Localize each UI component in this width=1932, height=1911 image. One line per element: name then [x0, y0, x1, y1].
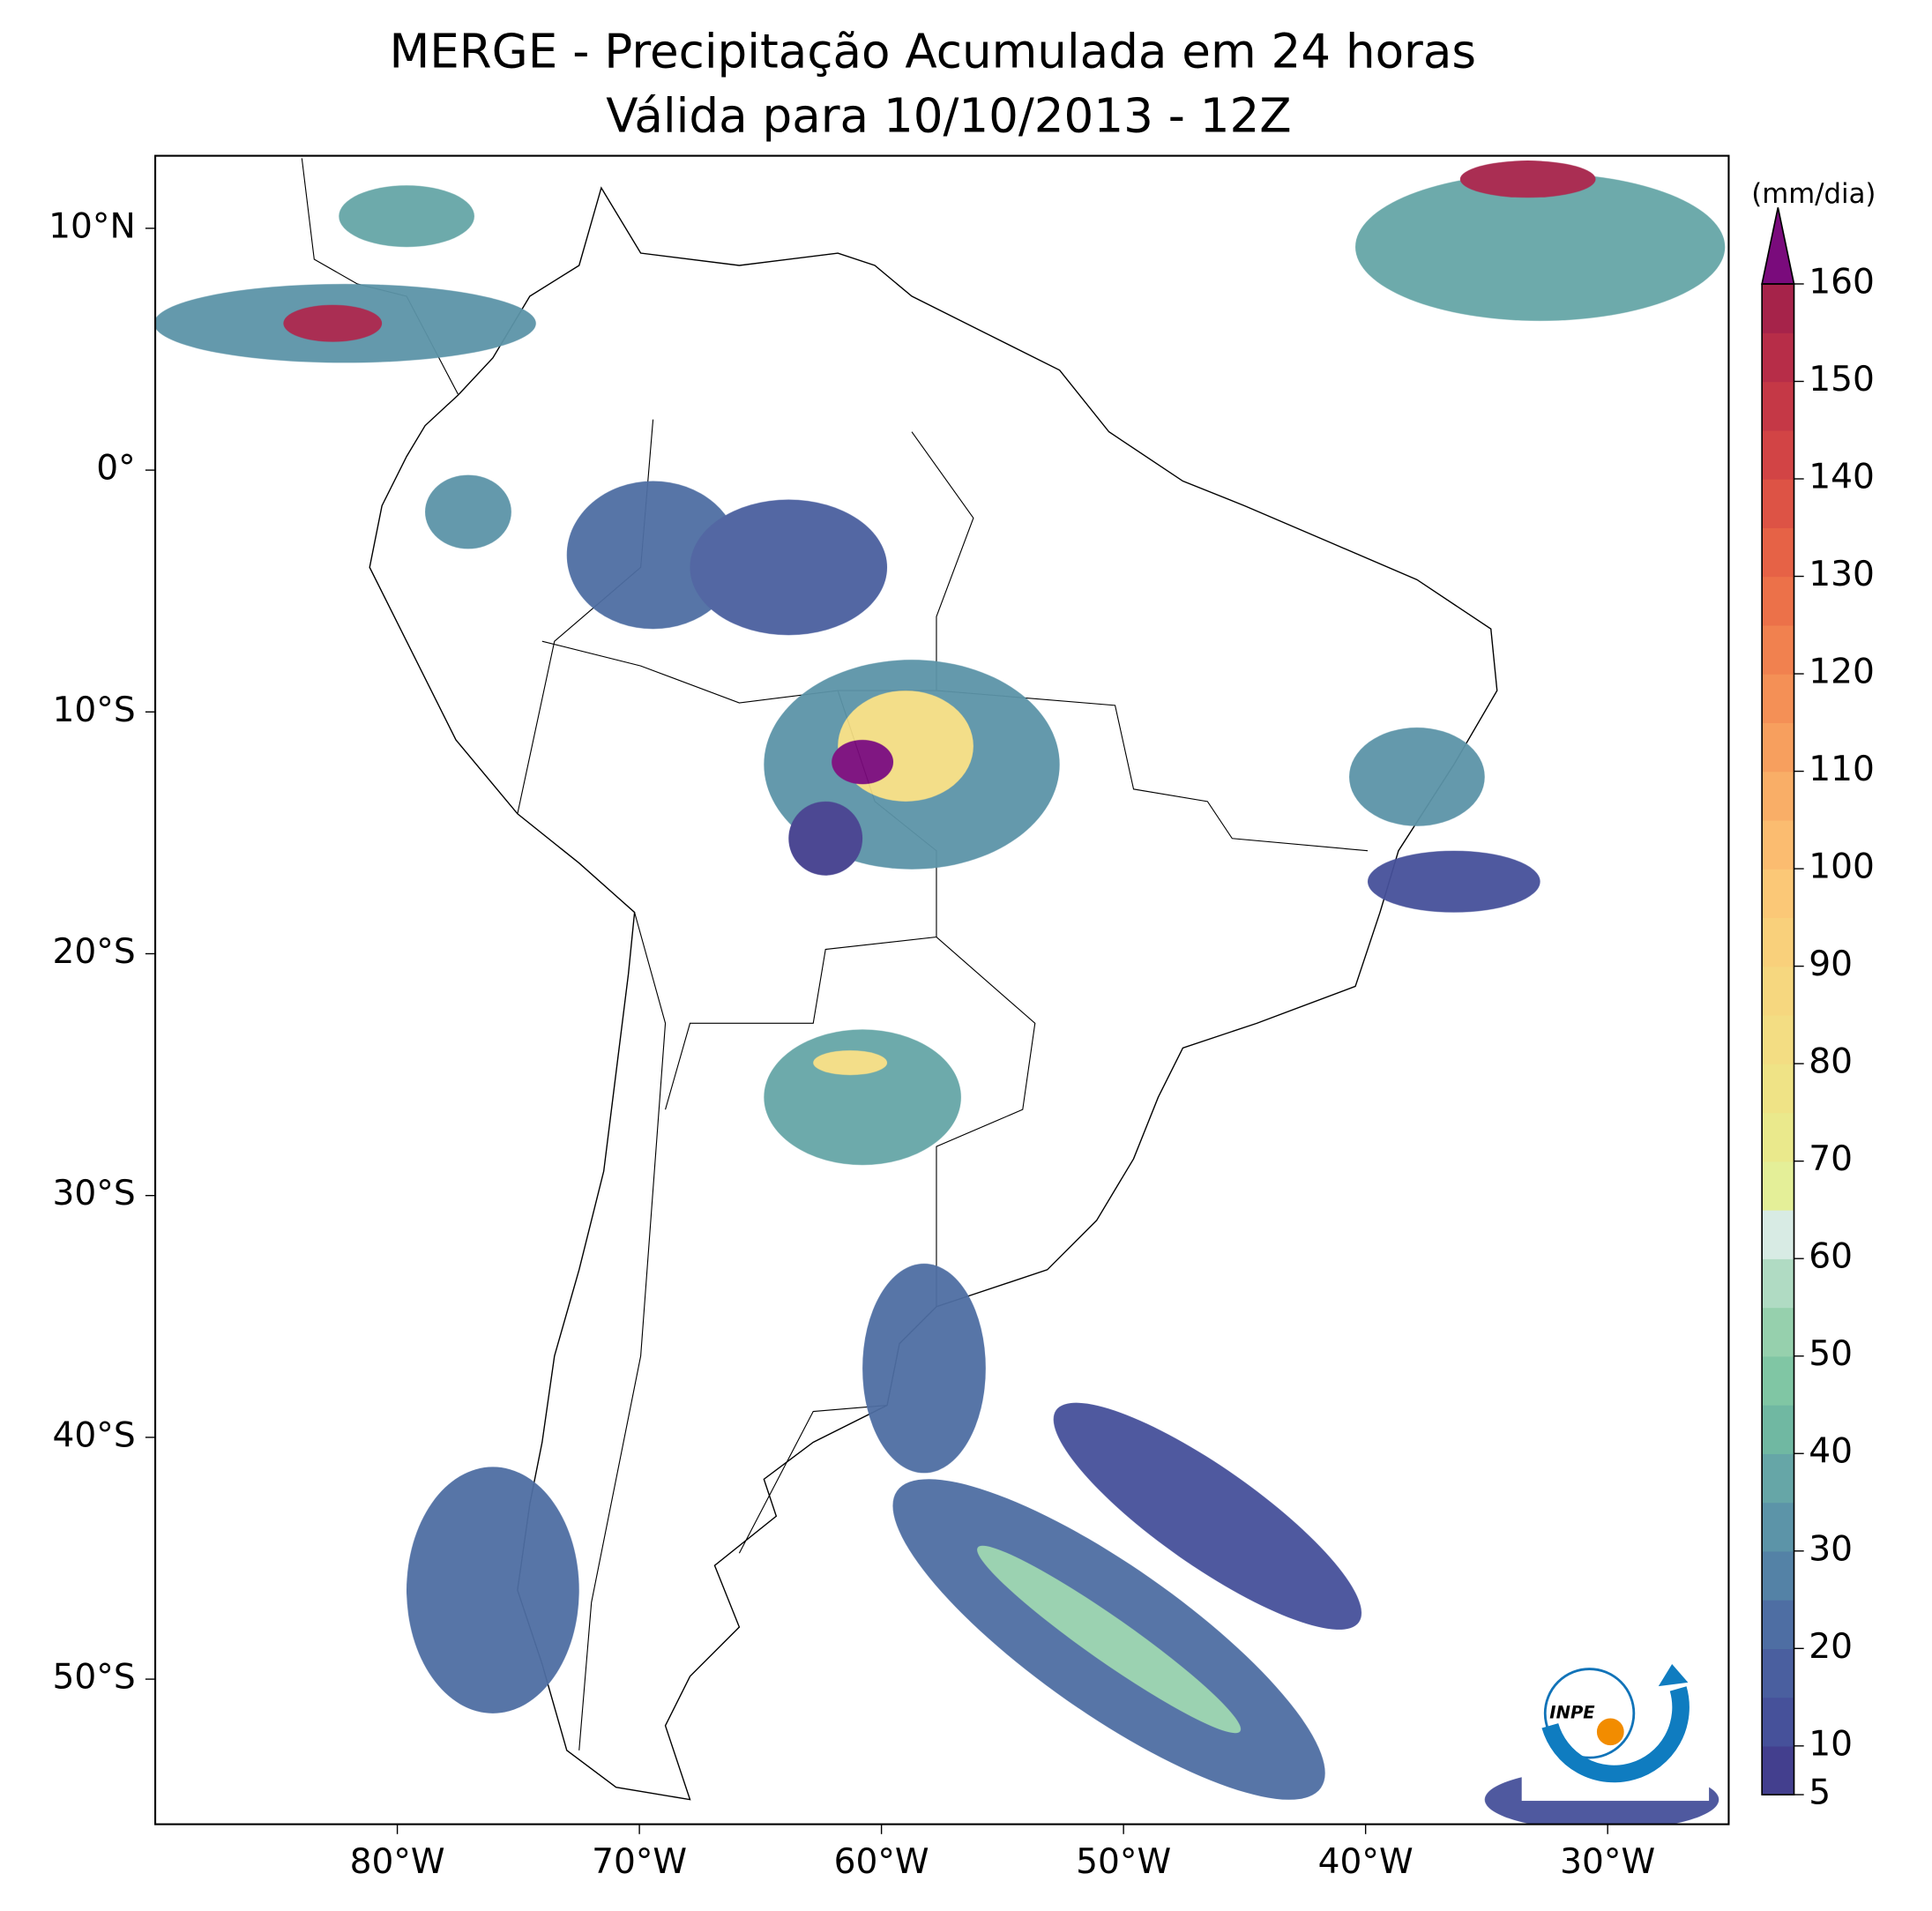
colorbar-segment [1762, 1600, 1794, 1649]
colorbar-segment [1762, 1307, 1794, 1357]
colorbar-tick-label: 100 [1809, 847, 1875, 887]
border [936, 937, 1036, 1307]
colorbar-segment [1762, 1404, 1794, 1454]
colorbar-segment [1762, 1258, 1794, 1309]
border [911, 431, 974, 691]
x-tick-label: 50°W [1076, 1842, 1171, 1882]
colorbar-tick-label: 140 [1809, 458, 1875, 497]
x-tick-label: 60°W [834, 1842, 929, 1882]
colorbar-tick-label: 30 [1809, 1529, 1853, 1569]
x-tick-label: 70°W [592, 1842, 687, 1882]
colorbar-segment [1762, 674, 1794, 724]
colorbar-tick-label: 110 [1809, 750, 1875, 789]
colorbar-segment [1762, 722, 1794, 773]
colorbar-segment [1762, 1502, 1794, 1552]
border [738, 1404, 888, 1554]
colorbar-segment [1762, 917, 1794, 967]
colorbar-segment [1762, 381, 1794, 431]
colorbar-segment [1762, 1697, 1794, 1747]
colorbar-segment [1762, 1648, 1794, 1698]
x-tick-label: 40°W [1318, 1842, 1414, 1882]
colorbar: (mm/dia) 5 10 20 30 40 50 60 70 80 90 100 110 120 130… [1751, 178, 1876, 1813]
colorbar-segment [1762, 1453, 1794, 1504]
colorbar-segment [1762, 1112, 1794, 1162]
logo-ring [1543, 1668, 1636, 1759]
colorbar-tick-label: 160 [1809, 262, 1875, 302]
colorbar-segment [1762, 966, 1794, 1016]
colorbar-tick-label: 150 [1809, 360, 1875, 399]
colorbar-segment [1762, 1550, 1794, 1601]
colorbar-segment [1762, 283, 1794, 333]
y-tick-label: 10°N [48, 206, 136, 246]
border [578, 912, 667, 1751]
precipitation [155, 160, 1726, 1825]
colorbar-tick-label: 60 [1809, 1237, 1853, 1277]
x-tick-label: 30°W [1560, 1842, 1655, 1882]
subtitle: Válida para 10/10/2013 - 12Z [606, 88, 1291, 143]
colorbar-segment [1762, 819, 1794, 870]
y-tick-label: 0° [96, 449, 135, 489]
colorbar-segment [1762, 1161, 1794, 1211]
map-area: INPE [154, 154, 1730, 1825]
logo-arrow [1658, 1663, 1689, 1687]
y-tick-label: 20°S [53, 932, 136, 972]
colorbar-segment [1762, 527, 1794, 578]
colorbar-tick-label: 70 [1809, 1139, 1853, 1179]
colorbar-segment [1762, 576, 1794, 626]
colorbar-tick-label: 80 [1809, 1042, 1853, 1082]
colorbar-label: (mm/dia) [1751, 178, 1876, 210]
colorbar-tick-label: 10 [1809, 1724, 1853, 1764]
colorbar-segment [1762, 1209, 1794, 1259]
title: MERGE - Precipitação Acumulada em 24 hor… [389, 25, 1476, 79]
colorbar-segment [1762, 869, 1794, 919]
colorbar-segment [1762, 1014, 1794, 1064]
y-tick-label: 50°S [53, 1658, 136, 1698]
colorbar-extend [1761, 207, 1795, 285]
colorbar-segment [1762, 429, 1794, 480]
logo-swoosh [1541, 1686, 1690, 1783]
logo-text: INPE [1549, 1702, 1595, 1722]
colorbar-segment [1762, 332, 1794, 383]
colorbar-segment [1762, 479, 1794, 528]
y-tick-label: 40°S [53, 1415, 136, 1455]
y-tick-label: 10°S [53, 690, 136, 730]
colorbar-tick-label: 90 [1809, 944, 1853, 984]
map-frame [154, 154, 1730, 1825]
colorbar-segment [1762, 1745, 1794, 1795]
colorbar-frame [1761, 283, 1795, 1795]
colorbar-segment [1762, 624, 1794, 675]
colorbar-tick-label: 40 [1809, 1432, 1853, 1472]
colorbar-tick-label: 130 [1809, 555, 1875, 594]
x-tick-label: 80°W [350, 1842, 445, 1882]
colorbar-tick-label: 5 [1809, 1773, 1831, 1813]
colorbar-tick-label: 50 [1809, 1334, 1853, 1374]
colorbar-tick-label: 20 [1809, 1627, 1853, 1667]
y-tick-label: 30°S [53, 1174, 136, 1213]
colorbar-segment [1762, 1064, 1794, 1114]
colorbar-segment [1762, 1355, 1794, 1406]
colorbar-segment [1762, 771, 1794, 821]
colorbar-tick-label: 120 [1809, 653, 1875, 692]
logo-dot [1596, 1718, 1624, 1746]
